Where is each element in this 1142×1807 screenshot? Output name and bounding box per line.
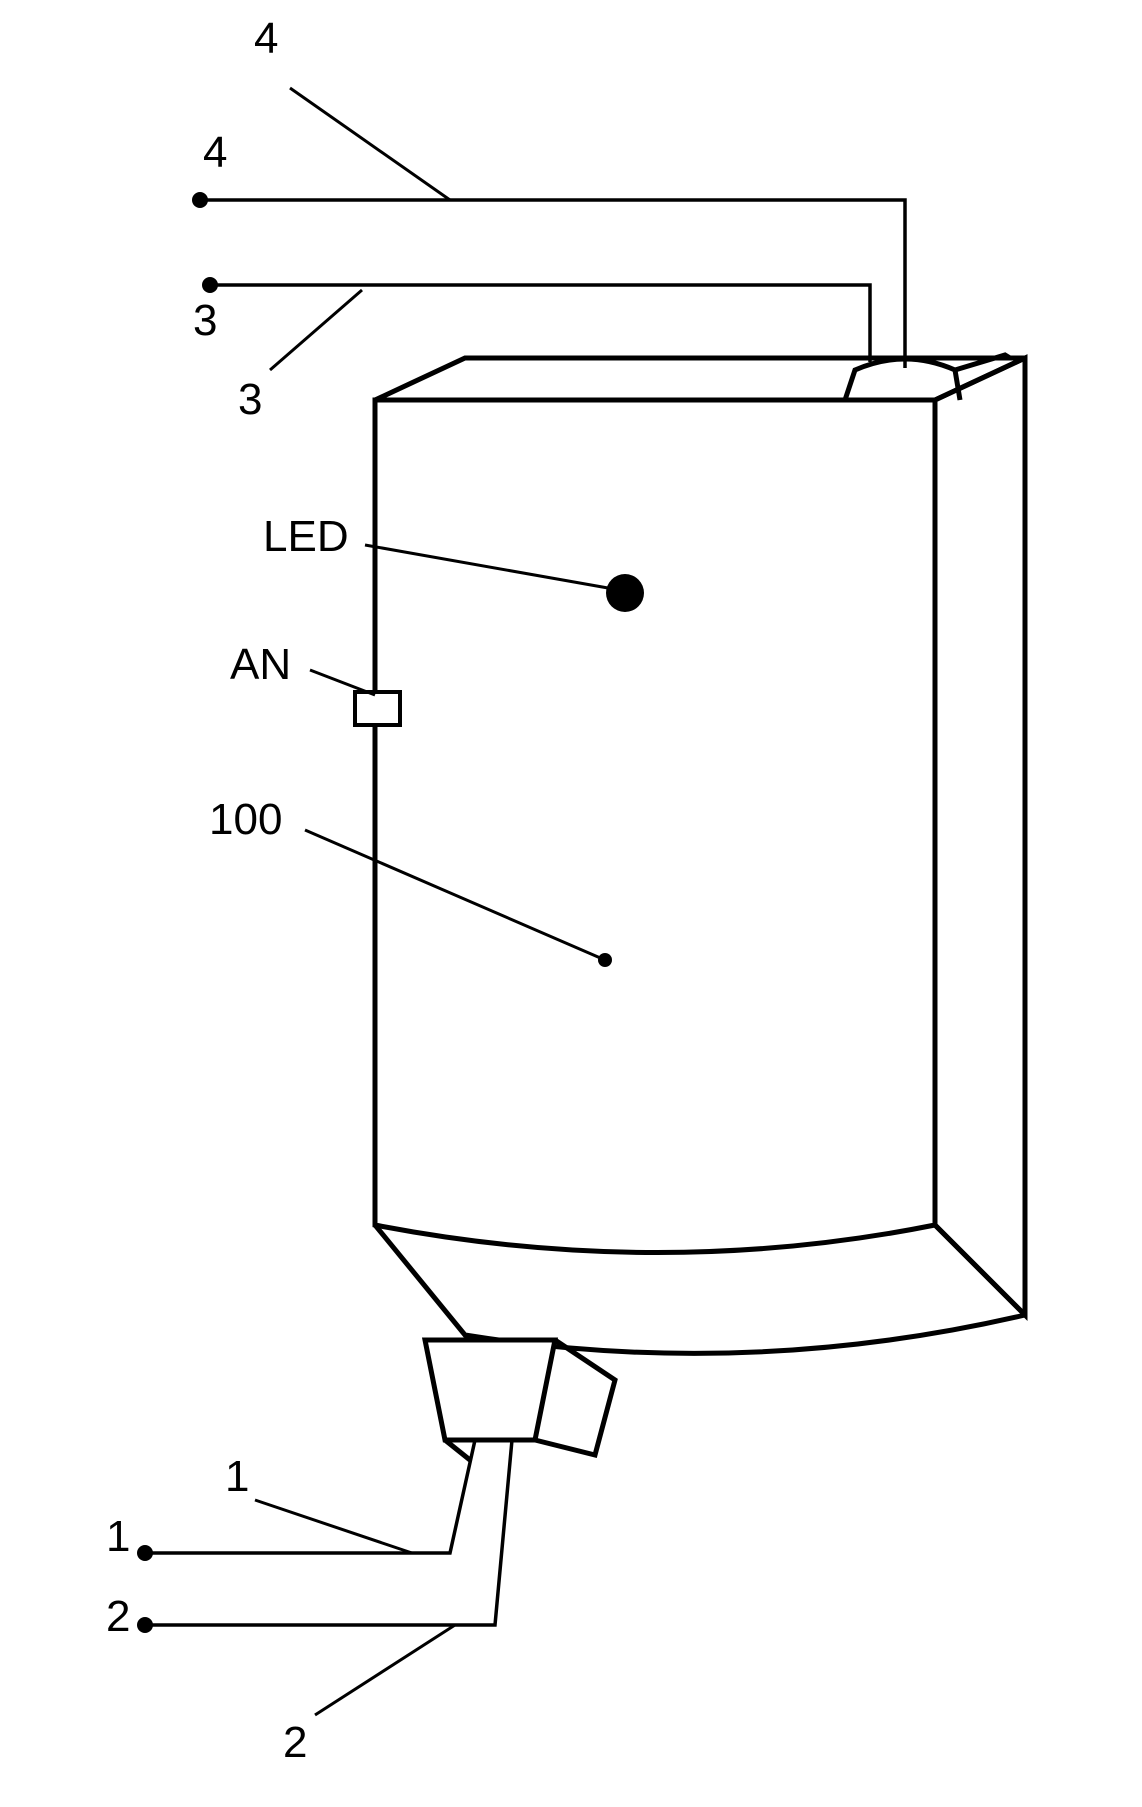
box-bottom-back-edge [375, 1225, 1025, 1353]
label-1-terminal: 1 [106, 1512, 130, 1562]
wire-3 [202, 277, 870, 362]
label-led: LED [263, 512, 349, 562]
leader-100-dot [598, 953, 612, 967]
technical-diagram: 4 4 3 3 LED AN 100 1 1 2 2 [0, 0, 1142, 1807]
leader-led [365, 545, 608, 588]
wire-4 [192, 192, 905, 368]
terminal-3-dot [202, 277, 218, 293]
terminal-4-dot [192, 192, 208, 208]
wire-2 [137, 1440, 512, 1633]
leader-1 [255, 1500, 412, 1553]
leader-lines [255, 88, 612, 1715]
label-2-leader: 2 [283, 1718, 307, 1768]
terminal-1-dot [137, 1545, 153, 1561]
led-indicator-icon [606, 574, 644, 612]
label-an: AN [230, 640, 291, 690]
bottom-connector [425, 1340, 615, 1460]
an-button [355, 692, 400, 725]
label-4-terminal: 4 [203, 128, 227, 178]
label-100: 100 [209, 795, 282, 845]
leader-4 [290, 88, 450, 200]
leader-2 [315, 1625, 455, 1715]
leader-100 [305, 830, 605, 960]
box-front-face [375, 400, 935, 1253]
terminal-2-dot [137, 1617, 153, 1633]
diagram-svg [0, 0, 1142, 1807]
wire-1 [137, 1440, 475, 1561]
label-3-terminal: 3 [193, 296, 217, 346]
label-1-leader: 1 [225, 1452, 249, 1502]
box-bottom-right-edge [935, 1225, 1025, 1315]
leader-3 [270, 290, 362, 370]
box-side-face [935, 358, 1025, 1315]
box-top-face [375, 358, 1025, 400]
leader-an [310, 670, 375, 695]
label-3-leader: 3 [238, 375, 262, 425]
device-body [375, 358, 1025, 1353]
label-2-terminal: 2 [106, 1592, 130, 1642]
label-4-leader: 4 [254, 14, 278, 64]
